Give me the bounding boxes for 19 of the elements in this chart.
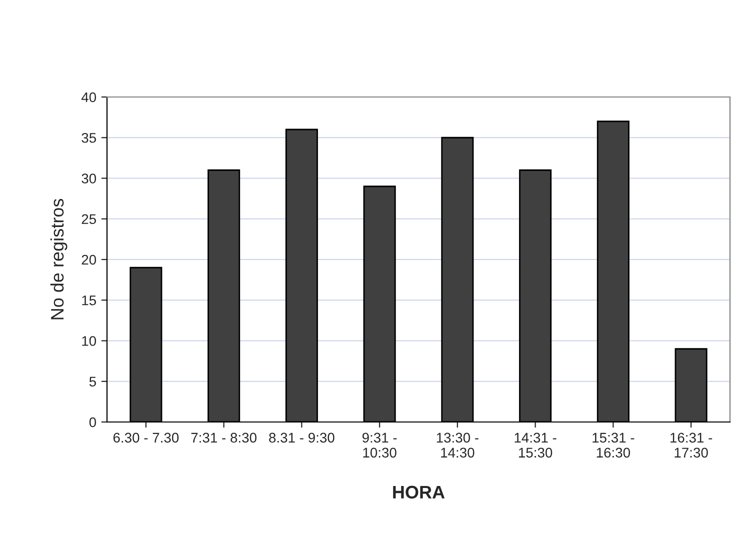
y-tick-label: 35 [82, 132, 96, 143]
x-tick-label: 8.31 - 9:30 [269, 432, 334, 443]
y-tick-label: 20 [82, 254, 96, 265]
y-tick-label: 0 [89, 417, 96, 428]
x-tick-label: 9:31 - 10:30 [362, 432, 397, 458]
x-tick-label: 14:31 - 15:30 [514, 432, 556, 458]
x-tick-label: 7:31 - 8:30 [191, 432, 256, 443]
y-tick-label: 25 [82, 214, 96, 224]
y-axis-title: No de registros [50, 198, 68, 320]
x-tick-label: 16:31 - 17:30 [670, 432, 712, 458]
x-axis-title: HORA [393, 486, 445, 499]
x-tick-label: 15:31 - 16:30 [592, 432, 634, 458]
y-tick-label: 30 [82, 174, 96, 184]
x-tick-label: 6.30 - 7.30 [113, 432, 179, 443]
y-tick-label: 40 [81, 92, 96, 102]
y-tick-label: 10 [82, 336, 96, 346]
y-tick-label: 15 [82, 296, 96, 306]
x-tick-label: 13:30 - 14:30 [436, 432, 478, 458]
y-tick-label: 5 [89, 376, 96, 387]
